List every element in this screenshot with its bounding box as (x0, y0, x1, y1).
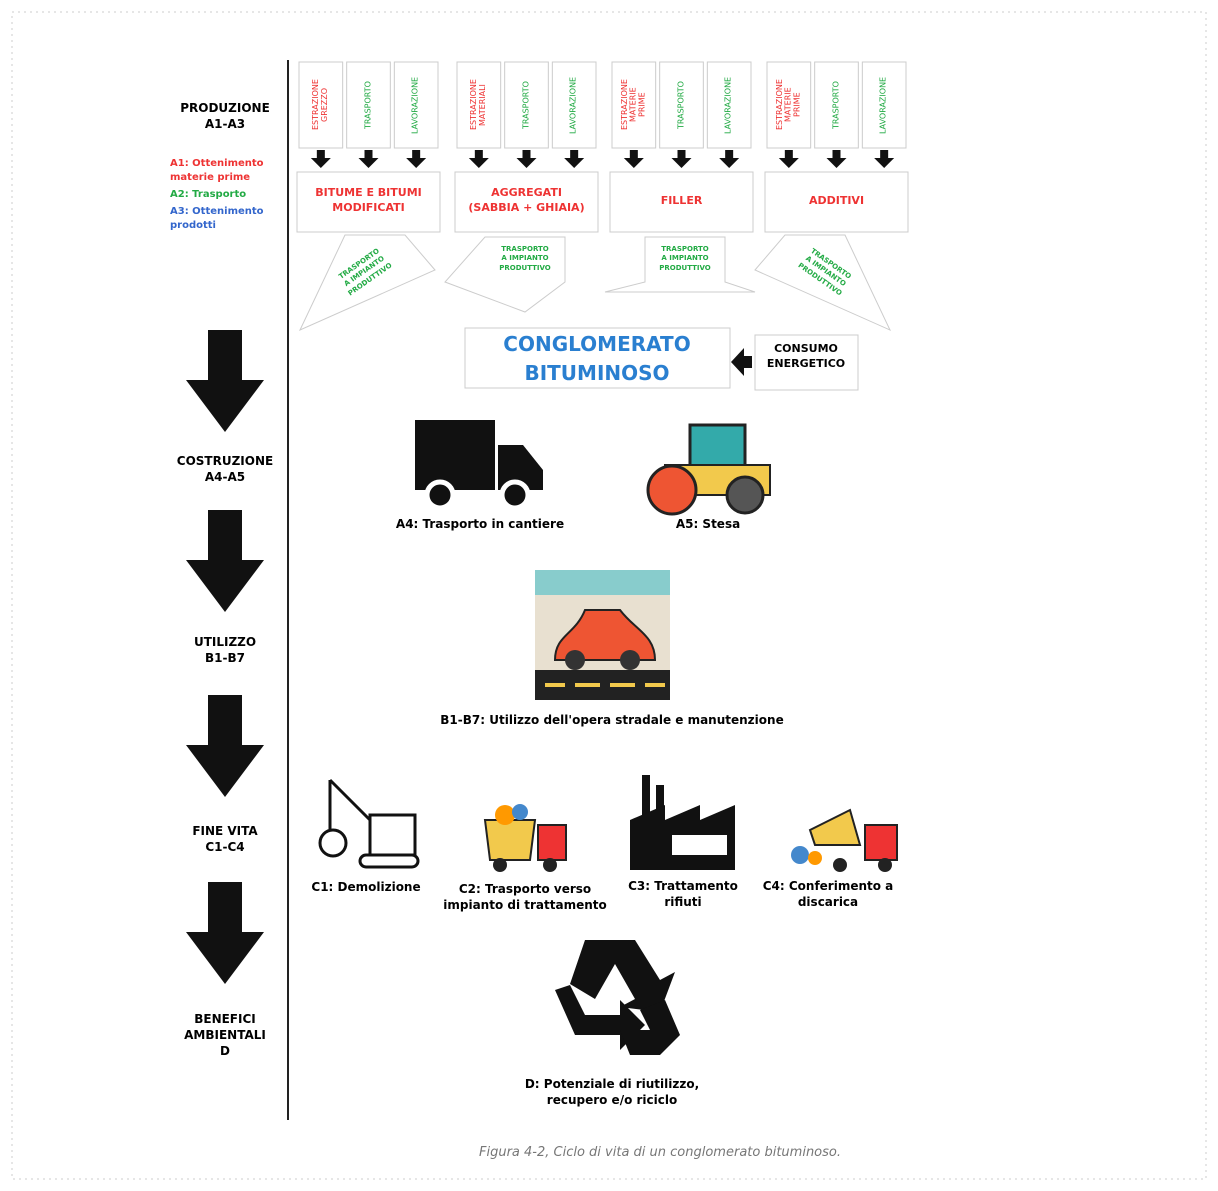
stage-label: UTILIZZO B1-B7 (193, 635, 257, 666)
transport-label: TRASPORTO A IMPIANTO PRODUTTIVO (499, 245, 551, 272)
phase-caption: B1-B7: Utilizzo dell'opera stradale e ma… (440, 713, 784, 727)
material-box (764, 171, 909, 233)
step-label: LAVORAZIONE (878, 76, 888, 134)
truck-icon (415, 420, 543, 511)
step-label: TRASPORTO (831, 81, 841, 129)
energy-box (754, 334, 859, 391)
step-arrow (778, 150, 799, 168)
recycle-icon (555, 940, 680, 1055)
step-label: ESTRAZIONE MATERIE PRIME (774, 79, 802, 131)
material-name: AGGREGATI (SABBIA + GHIAIA) (468, 186, 585, 214)
road-icon (535, 570, 670, 700)
phase-caption: C2: Trasporto verso impianto di trattame… (443, 882, 607, 913)
step-label: ESTRAZIONE MATERIALI (469, 79, 487, 131)
stage-label: BENEFICI AMBIENTALI D (184, 1012, 266, 1059)
step-label: TRASPORTO (363, 81, 373, 129)
step-label: LAVORAZIONE (723, 76, 733, 134)
transport-label: TRASPORTO A IMPIANTO PRODUTTIVO (659, 245, 711, 272)
step-arrow (358, 150, 379, 168)
frame (11, 11, 1207, 1180)
crane-icon (318, 778, 420, 869)
product-box (464, 327, 731, 389)
step-arrow (468, 150, 489, 168)
step-label: ESTRAZIONE MATERIE PRIME (619, 79, 647, 131)
phase-caption: C3: Trattamento rifiuti (628, 879, 738, 910)
step-label: LAVORAZIONE (568, 76, 578, 134)
roller-icon (646, 423, 771, 516)
step-label: ESTRAZIONE GREZZO (311, 79, 329, 131)
material-box (296, 171, 441, 233)
step-arrow (310, 150, 331, 168)
material-name: ADDITIVI (808, 194, 865, 207)
material-box (609, 171, 754, 233)
stage-label: FINE VITA C1-C4 (192, 824, 258, 855)
energy-arrow (731, 348, 752, 376)
step-arrow (406, 150, 427, 168)
factory-icon (630, 775, 735, 870)
figure-caption: Figura 4-2, Ciclo di vita di un conglome… (478, 1145, 842, 1160)
step-arrow (671, 150, 692, 168)
step-arrow (564, 150, 585, 168)
step-box (814, 61, 859, 149)
step-box (456, 61, 502, 149)
legend-item: A2: Trasporto (170, 189, 247, 200)
phase-caption: A5: Stesa (675, 517, 741, 531)
phase-caption: D: Potenziale di riutilizzo, recupero e/… (524, 1077, 700, 1108)
step-label: TRASPORTO (676, 81, 686, 129)
step-label: LAVORAZIONE (410, 76, 420, 134)
step-box (504, 61, 549, 149)
legend-item: A1: Ottenimento materie prime (170, 158, 264, 183)
stage-label: PRODUZIONE A1-A3 (180, 101, 270, 132)
step-box (346, 61, 391, 149)
step-arrow (719, 150, 740, 168)
tipper-icon (791, 808, 898, 872)
step-box (706, 61, 752, 149)
step-arrow (623, 150, 644, 168)
product-label: CONGLOMERATO BITUMINOSO (503, 332, 691, 385)
material-name: BITUME E BITUMI MODIFICATI (315, 186, 422, 214)
stage-label: COSTRUZIONE A4-A5 (176, 454, 274, 485)
step-box (551, 61, 597, 149)
phase-caption: C4: Conferimento a discarica (762, 879, 894, 910)
step-box (393, 61, 439, 149)
step-arrow (516, 150, 537, 168)
material-box (454, 171, 599, 233)
phase-caption: A4: Trasporto in cantiere (395, 517, 565, 531)
material-shapes (296, 61, 909, 233)
step-box (766, 61, 812, 149)
dump-truck-icon (483, 804, 567, 872)
phase-caption: C1: Demolizione (311, 880, 421, 894)
step-arrow (826, 150, 847, 168)
step-label: TRASPORTO (521, 81, 531, 129)
step-box (659, 61, 704, 149)
energy-label: CONSUMO ENERGETICO (766, 342, 846, 370)
legend-item: A3: Ottenimento prodotti (170, 206, 264, 231)
step-box (611, 61, 657, 149)
stage-arrows (186, 330, 264, 984)
step-box (298, 61, 344, 149)
transport-shapes (298, 234, 892, 332)
step-box (861, 61, 907, 149)
material-name: FILLER (660, 194, 703, 207)
step-arrow (874, 150, 895, 168)
